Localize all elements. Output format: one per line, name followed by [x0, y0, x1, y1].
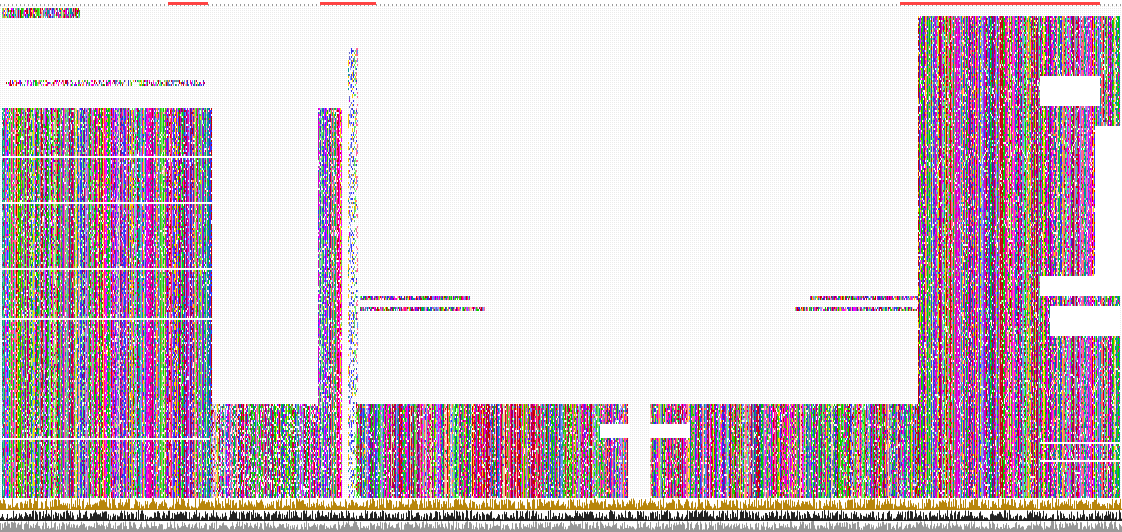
quality-annotation — [0, 510, 1122, 521]
consensus-histogram — [0, 521, 1122, 532]
column-ruler — [0, 0, 1122, 6]
ruler-ticks — [0, 0, 1122, 6]
conservation-annotation — [0, 498, 1122, 510]
quality-histogram — [0, 510, 1122, 521]
conservation-histogram — [0, 498, 1122, 510]
sequence-alignment-canvas[interactable] — [0, 6, 1122, 498]
consensus-annotation — [0, 521, 1122, 532]
alignment-panel[interactable] — [0, 6, 1122, 498]
